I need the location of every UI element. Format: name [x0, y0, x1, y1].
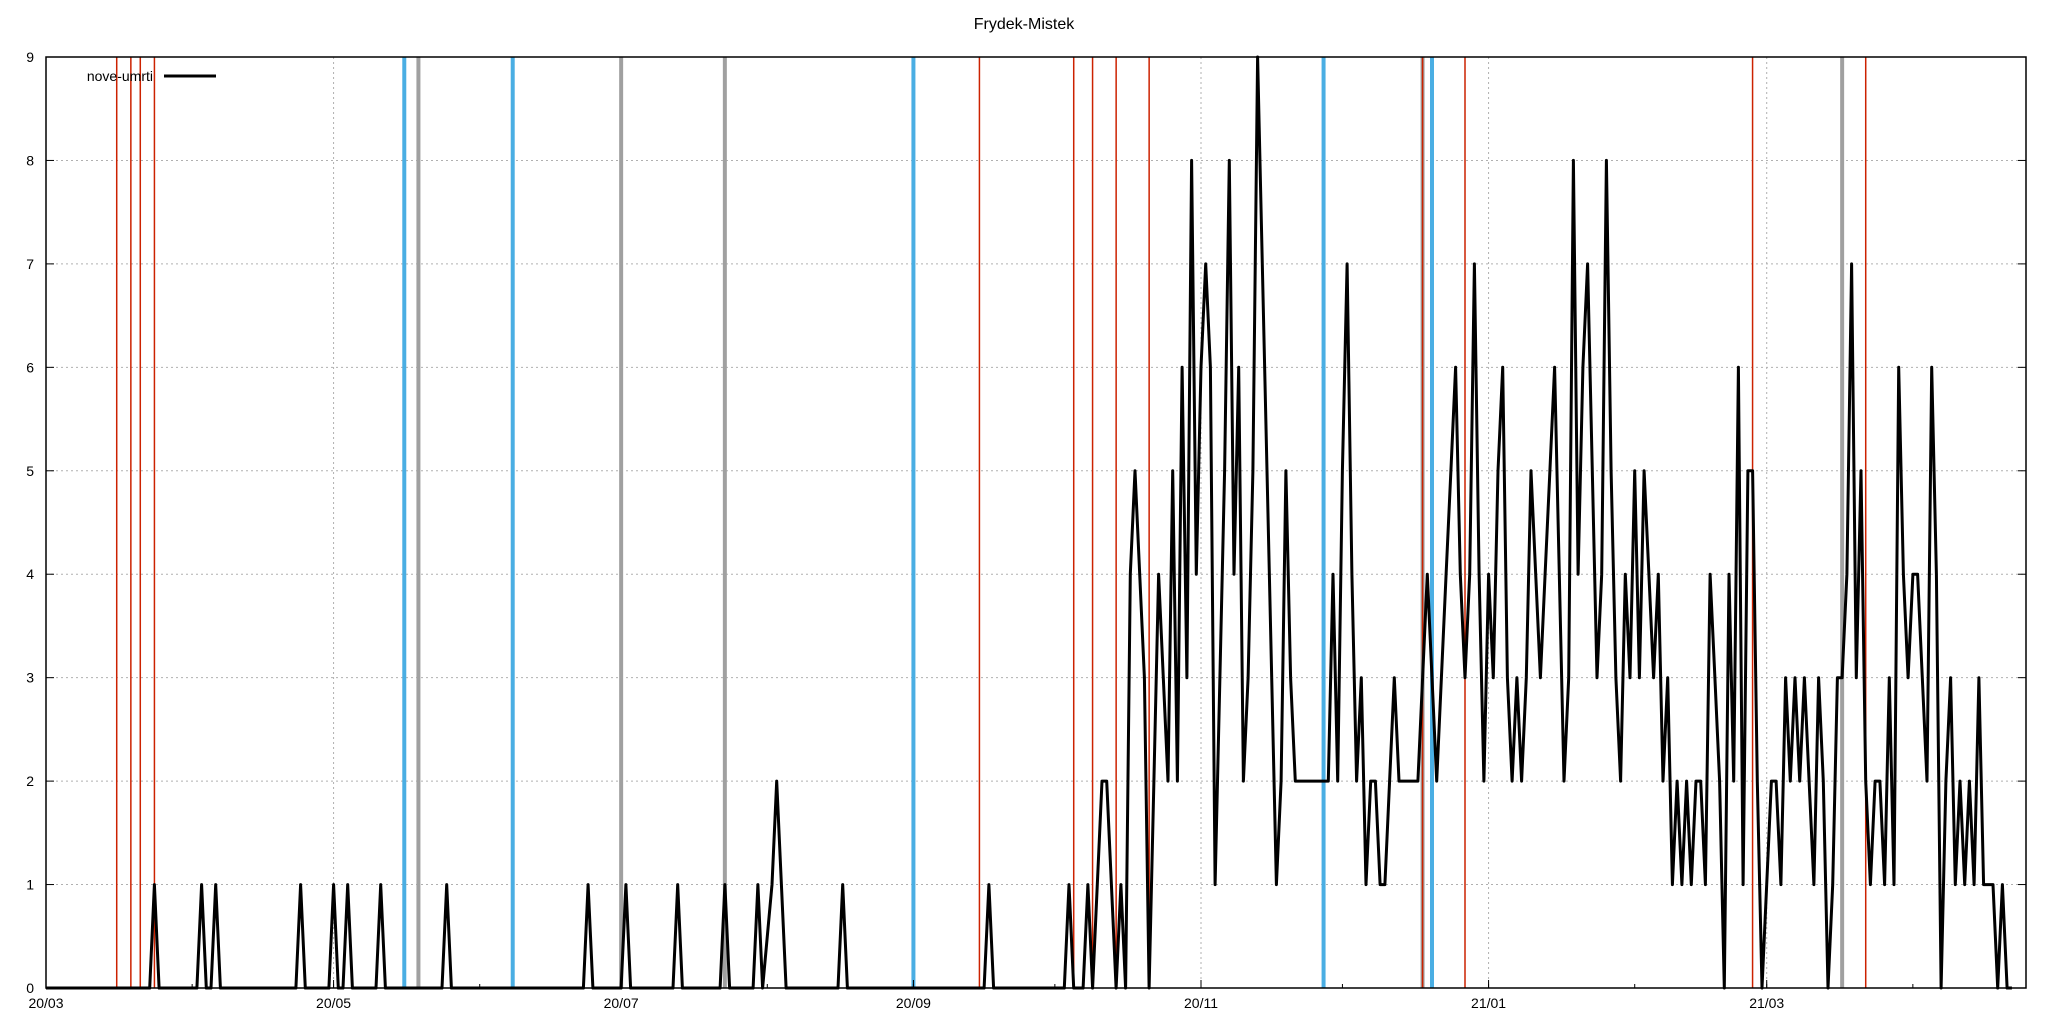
axis-layer: 0 1 2 3 4 5 6 7 8 9 20/03 20/05 20/07 20/09 20/11 21/01… [26, 49, 2026, 1011]
x-tick-label: 21/01 [1471, 995, 1506, 1011]
y-tick-label: 3 [26, 670, 34, 686]
plot-frame [45, 56, 2027, 989]
marker-layer [115, 57, 1867, 988]
legend: nove-umrti [87, 68, 216, 84]
grid-layer [46, 57, 2026, 988]
x-tick-label: 20/07 [604, 995, 639, 1011]
y-tick-label: 1 [26, 877, 34, 893]
y-tick-label: 6 [26, 359, 34, 375]
chart-title: Frydek-Mistek [973, 16, 1075, 33]
y-tick-label: 4 [26, 566, 34, 582]
x-tick-label: 20/09 [896, 995, 931, 1011]
y-tick-label: 5 [26, 463, 34, 479]
y-tick-label: 7 [26, 256, 34, 272]
x-tick-label: 20/11 [1184, 995, 1218, 1011]
y-tick-label: 2 [26, 773, 34, 789]
series-line [46, 55, 2012, 990]
y-tick-label: 9 [26, 49, 34, 65]
x-tick-label: 20/05 [316, 995, 351, 1011]
y-tick-label: 8 [26, 152, 34, 168]
legend-label: nove-umrti [87, 68, 153, 84]
x-tick-label: 20/03 [28, 995, 63, 1011]
x-tick-label: 21/03 [1749, 995, 1784, 1011]
series-layer [46, 55, 2012, 990]
y-tick-label: 0 [26, 980, 34, 996]
